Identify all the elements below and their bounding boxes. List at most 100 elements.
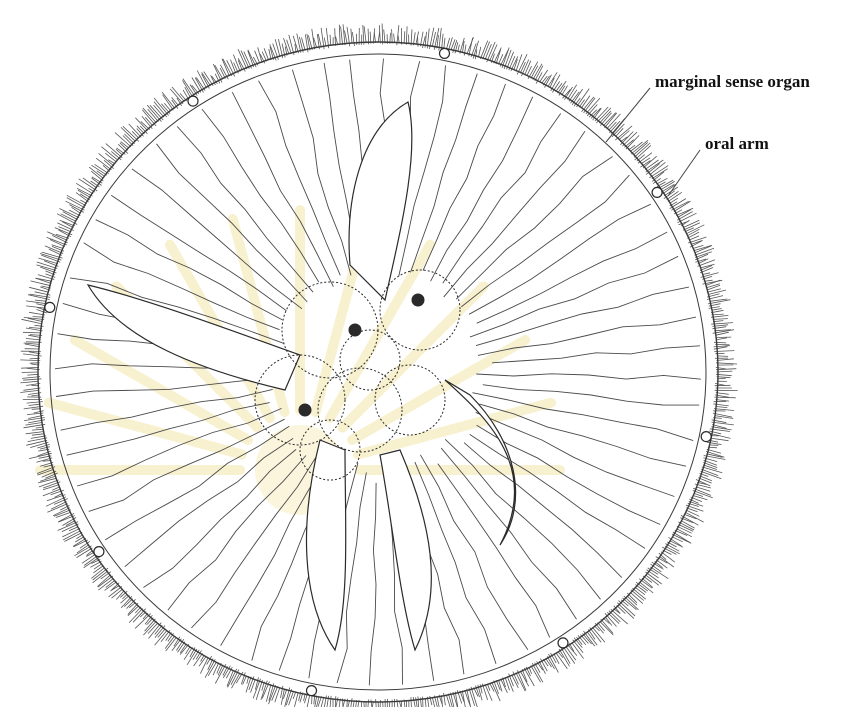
tentacle — [27, 402, 43, 404]
tentacle — [716, 407, 727, 408]
radial-canal — [445, 439, 600, 599]
tentacle — [485, 44, 491, 59]
tentacle — [162, 92, 175, 108]
tentacle — [26, 432, 45, 434]
tentacle — [132, 131, 139, 138]
tentacle — [524, 668, 534, 686]
tentacle — [243, 676, 247, 685]
tentacle — [634, 142, 648, 155]
label-oral-arm: oral arm — [705, 134, 769, 154]
tentacle — [25, 422, 42, 425]
radial-canal — [464, 443, 622, 578]
tentacle — [351, 29, 352, 44]
tentacle — [531, 666, 541, 683]
tentacle — [335, 696, 336, 707]
tentacle — [251, 680, 256, 693]
tentacle — [343, 24, 345, 45]
tentacle — [35, 300, 46, 301]
marginal-sense-organ — [558, 638, 568, 648]
radial-canal — [157, 144, 308, 302]
tentacle — [364, 26, 366, 43]
tentacle — [712, 309, 722, 311]
marginal-sense-organ — [307, 686, 317, 696]
radial-canal — [431, 97, 533, 281]
tentacle — [479, 47, 481, 57]
radial-canal — [477, 232, 667, 323]
oral-arm-top — [349, 102, 412, 300]
tentacle — [650, 567, 668, 579]
tentacle — [367, 700, 369, 708]
tentacle — [394, 34, 395, 43]
tentacle — [289, 691, 294, 705]
marginal-sense-organ — [652, 187, 662, 197]
tentacle — [525, 61, 531, 75]
tentacle — [700, 476, 712, 481]
tentacle — [554, 654, 559, 664]
radial-canal — [492, 346, 700, 363]
tentacle — [143, 621, 156, 635]
tentacle — [442, 34, 443, 48]
tentacle — [652, 169, 668, 179]
tentacle — [129, 124, 142, 137]
tentacle — [599, 111, 611, 123]
radial-canal — [132, 169, 302, 309]
tentacle — [717, 359, 734, 361]
radial-canal — [438, 464, 550, 638]
tentacle — [21, 319, 42, 324]
tentacle — [32, 434, 45, 436]
tentacle — [31, 281, 52, 286]
tentacle — [703, 465, 717, 470]
tentacle — [464, 45, 466, 56]
radial-canal — [476, 412, 675, 496]
tentacle — [213, 663, 219, 676]
radial-canal — [420, 455, 528, 650]
tentacle — [713, 319, 728, 320]
watermark-ray — [358, 403, 551, 455]
tentacle — [170, 89, 183, 104]
tentacle — [264, 48, 269, 60]
marginal-sense-organ — [188, 96, 198, 106]
watermark-seal — [40, 210, 560, 515]
tentacle — [231, 60, 236, 73]
tentacle — [23, 332, 41, 333]
tentacle — [324, 38, 326, 47]
tentacle — [529, 668, 532, 674]
tentacle — [458, 45, 460, 52]
watermark-ray — [49, 403, 242, 455]
tentacle — [21, 367, 39, 368]
tentacle — [22, 372, 38, 373]
tentacle — [490, 684, 494, 692]
tentacle — [330, 696, 331, 707]
tentacle — [382, 24, 383, 45]
tentacle — [46, 497, 66, 507]
tentacle — [34, 411, 44, 413]
tentacle — [392, 29, 393, 43]
tentacle — [418, 696, 419, 707]
tentacle — [716, 338, 727, 340]
tentacle — [577, 89, 590, 107]
tentacle — [710, 438, 729, 441]
marginal-sense-organ — [440, 48, 450, 58]
tentacle — [713, 404, 729, 406]
tentacle — [657, 178, 668, 184]
tentacle — [29, 404, 40, 405]
tentacle — [20, 390, 38, 392]
tentacle — [397, 699, 400, 707]
tentacle — [352, 32, 354, 46]
tentacle — [716, 371, 732, 372]
tentacle — [339, 25, 340, 44]
radial-canal — [444, 131, 585, 297]
marginal-sense-organ — [45, 302, 55, 312]
tentacle — [709, 307, 720, 309]
leader-line-oral-arm — [668, 150, 700, 196]
tentacle — [246, 677, 251, 693]
label-marginal-sense-organ: marginal sense organ — [655, 72, 810, 92]
tentacle — [20, 360, 40, 361]
tentacle — [67, 195, 86, 205]
tentacle — [425, 698, 427, 707]
tentacle — [516, 54, 522, 71]
tentacle — [35, 325, 44, 326]
tentacle — [39, 258, 59, 264]
tentacle — [714, 342, 726, 343]
